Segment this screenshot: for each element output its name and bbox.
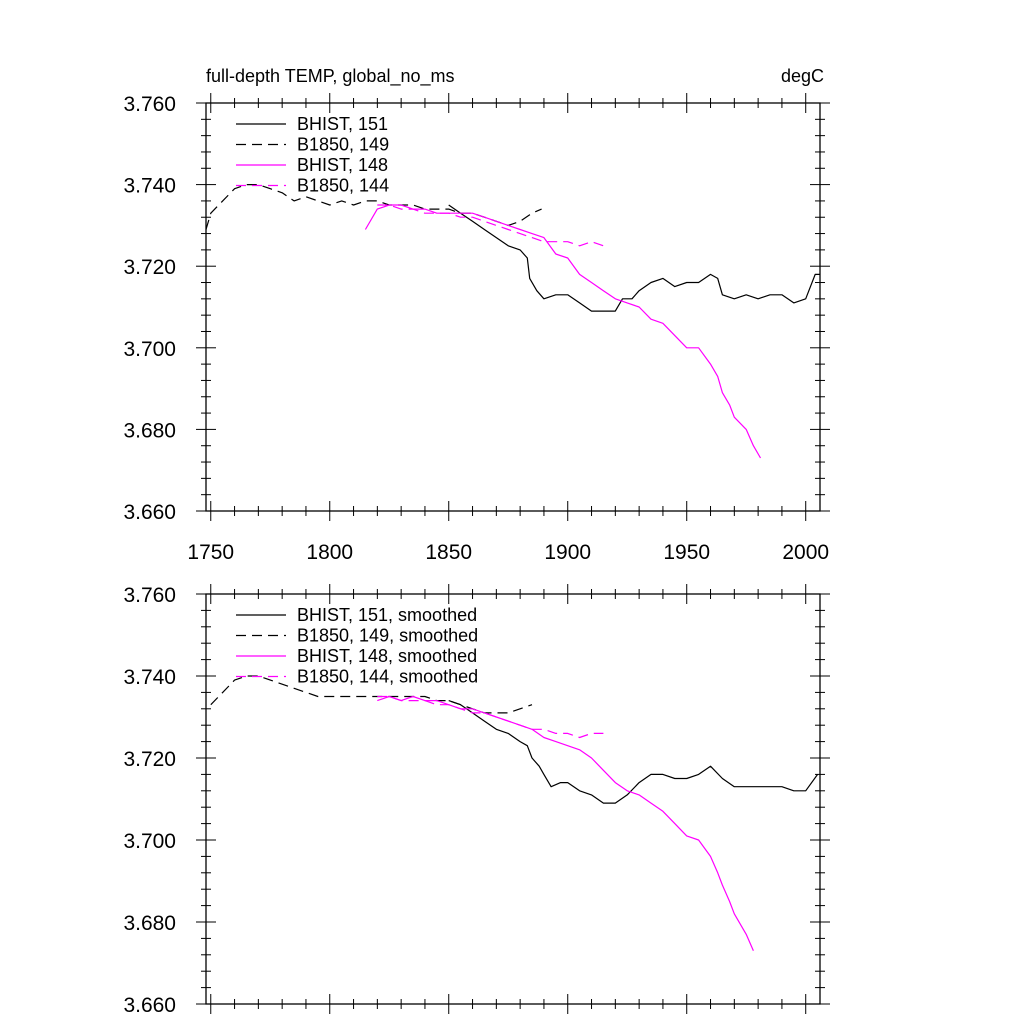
chart-units-label: degC [781, 66, 824, 86]
x-tick-label: 1850 [425, 541, 472, 564]
top-panel: full-depth TEMP, global_no_ms degC 1750 1… [123, 66, 830, 564]
legend-label: B1850, 144, smoothed [297, 667, 478, 687]
y-tick-label: 3.760 [123, 93, 176, 116]
legend-label: BHIST, 151, smoothed [297, 605, 477, 625]
series-line-b1850-144-smoothed [377, 695, 604, 739]
series-line-bhist-151-smoothed [448, 700, 819, 804]
series-line-b1850-149 [205, 184, 542, 230]
legend-label: BHIST, 151 [297, 114, 388, 134]
chart-title-left: full-depth TEMP, global_no_ms [206, 66, 454, 87]
series-line-b1850-149-smoothed [210, 675, 533, 714]
series-line-bhist-148-smoothed [377, 695, 754, 951]
plot-frame [205, 102, 821, 512]
x-tick-label: 1900 [544, 541, 591, 564]
legend-label: B1850, 149, smoothed [297, 626, 478, 646]
x-tick-label: 2000 [782, 541, 829, 564]
y-tick-label: 3.760 [123, 584, 176, 607]
y-tick-label: 3.720 [123, 748, 176, 771]
legend-label: BHIST, 148, smoothed [297, 646, 477, 666]
y-tick-label: 3.720 [123, 256, 176, 279]
y-tick-label: 3.660 [123, 501, 176, 524]
series-line-bhist-151 [448, 204, 820, 312]
y-tick-label: 3.680 [123, 912, 176, 935]
x-tick-label: 1950 [663, 541, 710, 564]
legend-label: B1850, 149 [297, 135, 389, 155]
bottom-panel: 3.660 3.680 3.700 3.720 3.740 3.760 BHIST, 151… [123, 584, 830, 1017]
y-tick-label: 3.700 [123, 830, 176, 853]
y-tick-label: 3.680 [123, 419, 176, 442]
legend-label: B1850, 144 [297, 176, 389, 196]
y-tick-label: 3.660 [123, 994, 176, 1017]
y-tick-label: 3.740 [123, 666, 176, 689]
legend-label: BHIST, 148 [297, 155, 388, 175]
series-line-b1850-144 [377, 204, 604, 247]
series-line-bhist-148 [364, 204, 762, 459]
y-tick-label: 3.700 [123, 338, 176, 361]
x-tick-label: 1800 [306, 541, 353, 564]
x-tick-label: 1750 [187, 541, 234, 564]
y-tick-label: 3.740 [123, 175, 176, 198]
plot-frame [205, 593, 821, 1005]
